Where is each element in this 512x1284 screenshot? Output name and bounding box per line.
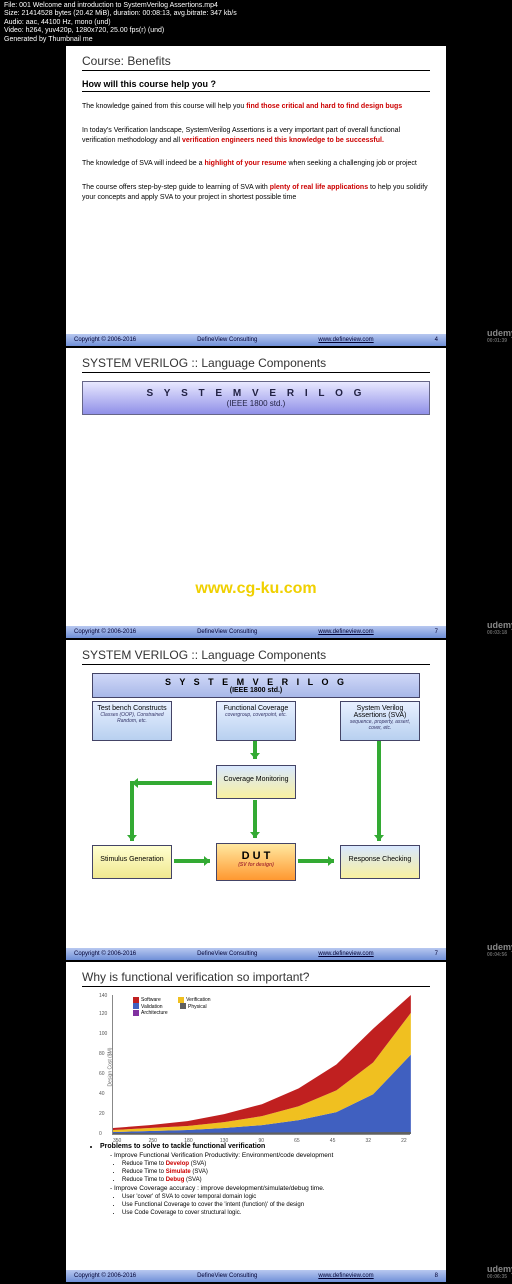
footer-url[interactable]: www.defineview.com xyxy=(318,1273,373,1279)
slide-lang-components-1: SYSTEM VERILOG :: Language Components S … xyxy=(66,348,446,638)
bullet-item: Improve Functional Verification Producti… xyxy=(110,1152,430,1159)
udemy-watermark: udemy00:01:39 xyxy=(487,328,512,344)
paragraph: The course offers step-by-step guide to … xyxy=(82,183,430,203)
paragraph: In today's Verification landscape, Syste… xyxy=(82,126,430,146)
paragraph: The knowledge of SVA will indeed be a hi… xyxy=(82,159,430,169)
cost-chart: Design Cost ($M) Software Verification V… xyxy=(112,995,410,1135)
slide-question: How will this course help you ? xyxy=(82,79,430,92)
footer-bar: Copyright © 2006-2016 DefineView Consult… xyxy=(66,1270,446,1282)
arrow-icon xyxy=(253,741,257,759)
sv-subtitle: (IEEE 1800 std.) xyxy=(89,399,423,408)
company: DefineView Consulting xyxy=(197,337,257,343)
box-functional-coverage: Functional Coveragecovergroup, coverpoin… xyxy=(216,701,296,741)
copyright: Copyright © 2006-2016 xyxy=(74,337,136,343)
slide-benefits: Course: Benefits How will this course he… xyxy=(66,46,446,346)
udemy-watermark: udemy00:03:18 xyxy=(487,620,512,636)
box-sva: System Verilog Assertions (SVA)sequence,… xyxy=(340,701,420,741)
bullet-header: Problems to solve to tackle functional v… xyxy=(100,1143,430,1150)
meta-video: Video: h264, yuv420p, 1280x720, 25.00 fp… xyxy=(4,27,508,35)
footer-bar: Copyright © 2006-2016 DefineView Consult… xyxy=(66,948,446,960)
footer-url[interactable]: www.defineview.com xyxy=(318,951,373,957)
box-stimulus: Stimulus Generation xyxy=(92,845,172,879)
box-dut: D U T(SV for design) xyxy=(216,843,296,881)
arrow-icon xyxy=(174,859,210,863)
slide-title: SYSTEM VERILOG :: Language Components xyxy=(82,648,430,665)
meta-gen: Generated by Thumbnail me xyxy=(4,36,508,44)
cg-ku-watermark: www.cg-ku.com xyxy=(66,580,446,598)
page-num: 8 xyxy=(435,1273,438,1279)
bullet-item: Reduce Time to Develop (SVA) xyxy=(122,1161,430,1167)
bullet-item: Reduce Time to Debug (SVA) xyxy=(122,1177,430,1183)
arrow-icon xyxy=(377,741,381,841)
footer-bar: Copyright © 2006-2016 DefineView Consult… xyxy=(66,334,446,346)
video-metadata: File: 001 Welcome and introduction to Sy… xyxy=(0,0,512,46)
arrow-icon xyxy=(298,859,334,863)
copyright: Copyright © 2006-2016 xyxy=(74,951,136,957)
bullet-list: Problems to solve to tackle functional v… xyxy=(90,1143,430,1216)
udemy-watermark: udemy00:04:56 xyxy=(487,942,512,958)
paragraph: The knowledge gained from this course wi… xyxy=(82,102,430,112)
company: DefineView Consulting xyxy=(197,629,257,635)
footer-bar: Copyright © 2006-2016 DefineView Consult… xyxy=(66,626,446,638)
meta-file: File: 001 Welcome and introduction to Sy… xyxy=(4,2,508,10)
udemy-watermark: udemy00:06:35 xyxy=(487,1264,512,1280)
bullet-item: Use Code Coverage to cover structural lo… xyxy=(122,1210,430,1216)
arrow-icon xyxy=(130,781,134,841)
sv-diagram: S Y S T E M V E R I L O G (IEEE 1800 std… xyxy=(82,673,430,953)
diagram-header: S Y S T E M V E R I L O G (IEEE 1800 std… xyxy=(92,673,420,698)
page-num: 4 xyxy=(435,337,438,343)
sv-header-box: S Y S T E M V E R I L O G (IEEE 1800 std… xyxy=(82,381,430,415)
slide-lang-components-2: SYSTEM VERILOG :: Language Components S … xyxy=(66,640,446,960)
company: DefineView Consulting xyxy=(197,1273,257,1279)
meta-audio: Audio: aac, 44100 Hz, mono (und) xyxy=(4,19,508,27)
page-num: 7 xyxy=(435,629,438,635)
slide-title: SYSTEM VERILOG :: Language Components xyxy=(82,356,430,373)
page-num: 7 xyxy=(435,951,438,957)
box-response: Response Checking xyxy=(340,845,420,879)
bullet-item: Reduce Time to Simulate (SVA) xyxy=(122,1169,430,1175)
slide-title: Course: Benefits xyxy=(82,54,430,71)
slide-title: Why is functional verification so import… xyxy=(82,970,430,987)
sv-title: S Y S T E M V E R I L O G xyxy=(89,388,423,399)
slide-verification-important: Why is functional verification so import… xyxy=(66,962,446,1282)
arrow-icon xyxy=(253,800,257,838)
meta-size: Size: 21414528 bytes (20.42 MiB), durati… xyxy=(4,10,508,18)
company: DefineView Consulting xyxy=(197,951,257,957)
footer-url[interactable]: www.defineview.com xyxy=(318,337,373,343)
copyright: Copyright © 2006-2016 xyxy=(74,1273,136,1279)
copyright: Copyright © 2006-2016 xyxy=(74,629,136,635)
stacked-area-chart xyxy=(113,995,411,1134)
box-testbench: Test bench ConstructsClasses (OOP), Cons… xyxy=(92,701,172,741)
box-coverage-monitoring: Coverage Monitoring xyxy=(216,765,296,799)
footer-url[interactable]: www.defineview.com xyxy=(318,629,373,635)
bullet-item: Improve Coverage accuracy : improve deve… xyxy=(110,1185,430,1192)
bullet-item: Use Functional Coverage to cover the 'in… xyxy=(122,1202,430,1208)
arrow-icon xyxy=(137,781,212,785)
bullet-item: User 'cover' of SVA to cover temporal do… xyxy=(122,1194,430,1200)
